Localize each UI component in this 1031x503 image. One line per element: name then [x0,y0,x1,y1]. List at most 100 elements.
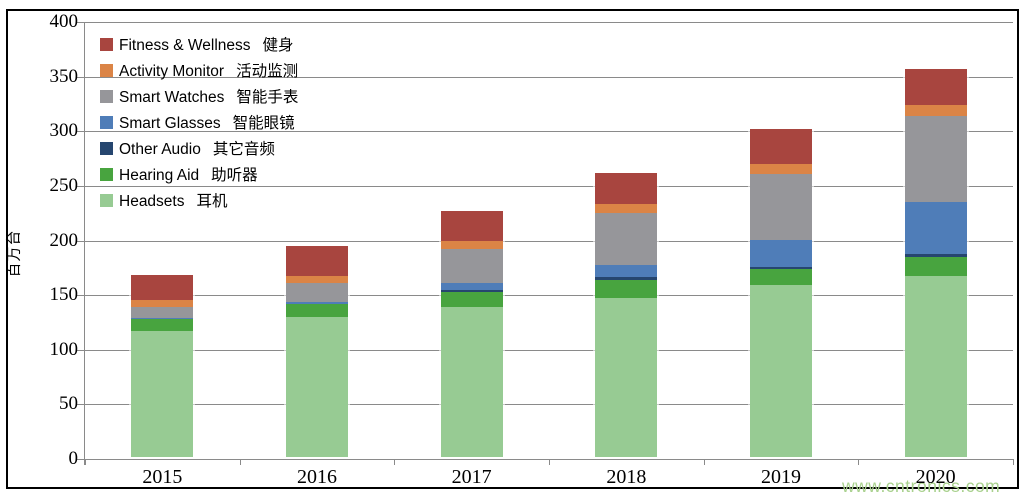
gridline-y-200 [85,240,1013,242]
gridline-y-150 [85,295,1013,297]
legend-swatch-icon [100,37,113,51]
legend-label-en: Other Audio [119,141,201,158]
bar-segment-2017-other-audio [440,289,503,293]
bar-segment-2020-hearing-aid [904,257,967,276]
x-axis-tick [85,459,86,465]
legend-swatch-icon [100,193,113,207]
bar-segment-2016-fitness-wellness [286,246,348,276]
bar-segment-2018-headsets [595,297,658,457]
x-tick-label-2020: 2020 [915,466,956,488]
gridline-y-350 [85,76,1013,78]
legend-label: Smart Glasses 智能眼镜 [119,111,295,133]
y-tick-label-300: 300 [49,120,79,142]
legend-label-en: Smart Glasses [119,115,221,132]
bar-segment-2019-fitness-wellness [750,129,812,165]
legend-label-zh: 健身 [262,37,294,54]
bar-segment-2015-hearing-aid [131,319,194,332]
bar-segment-2016-activity-monitor [286,275,348,284]
legend-swatch-icon [100,141,113,155]
legend-label-en: Fitness & Wellness [119,37,251,54]
x-axis-tick [1013,459,1014,465]
y-tick-label-250: 250 [49,174,79,196]
x-axis-labels-layer: 2015 2016 2017 2018 2019 2020 [85,0,1013,503]
bar-segment-2016-hearing-aid [286,304,348,318]
legend-item-headsets: Headsets 耳机 [100,187,298,213]
y-tick-label-0: 0 [68,448,79,469]
y-axis-tick [77,404,84,406]
bar-segment-2019-smart-watches [750,174,812,240]
bar-segment-2020-activity-monitor [904,105,967,117]
legend-item-hearing-aid: Hearing Aid 助听器 [100,161,298,187]
bar-segment-2015-fitness-wellness [131,274,194,300]
x-tick-label-2018: 2018 [606,466,647,488]
bar-segment-2016-smart-glasses [286,301,348,305]
legend-label-zh: 智能手表 [236,89,299,106]
gridline-y-300 [85,131,1013,133]
legend-label-zh: 活动监测 [236,63,299,80]
legend-swatch-icon [100,167,113,181]
bar-segment-2017-headsets [440,307,503,457]
gridline-y-250 [85,185,1013,187]
stacked-bar-2018 [593,171,660,459]
legend-label: Smart Watches 智能手表 [119,85,298,107]
legend-item-smart-watches: Smart Watches 智能手表 [100,83,298,109]
legend-label-zh: 耳机 [196,193,228,210]
gridline-y-400 [85,22,1013,23]
legend-item-activity-monitor: Activity Monitor 活动监测 [100,57,298,83]
bar-segment-2020-fitness-wellness [904,69,967,106]
x-tick-label-2017: 2017 [451,466,492,488]
legend-label: Fitness & Wellness 健身 [119,33,294,55]
bar-segment-2020-smart-watches [904,116,967,203]
legend-label-zh: 智能眼镜 [232,115,295,132]
x-axis-tick [703,459,705,465]
bar-segment-2015-activity-monitor [131,299,194,308]
bar-segment-2017-smart-glasses [440,283,503,290]
legend-label-en: Hearing Aid [119,167,200,184]
legend-label: Headsets 耳机 [119,189,228,211]
y-tick-label-350: 350 [49,65,79,87]
stacked-bar-2015 [129,272,196,459]
bar-segment-2018-fitness-wellness [595,173,658,204]
legend-item-fitness-wellness: Fitness & Wellness 健身 [100,31,298,57]
bar-segment-2017-smart-watches [440,249,503,284]
stacked-bar-2020 [902,67,969,459]
x-axis-tick [394,459,396,465]
x-tick-label-2016: 2016 [296,466,337,488]
bar-segment-2019-hearing-aid [750,269,812,286]
y-axis-tick [77,22,84,23]
x-tick-label-2019: 2019 [760,466,801,488]
legend-label-en: Activity Monitor [119,63,225,80]
stacked-bar-2017 [438,209,505,459]
x-tick-label-2015: 2015 [142,466,183,488]
legend-label: Activity Monitor 活动监测 [119,59,298,81]
bar-segment-2015-smart-glasses [131,318,194,320]
plot-area [77,22,1014,465]
y-tick-label-200: 200 [49,229,79,251]
bar-segment-2017-activity-monitor [440,240,503,250]
y-axis-tick [77,349,84,351]
y-axis-tick [77,240,84,242]
bar-segment-2020-headsets [904,275,967,457]
y-tick-label-100: 100 [49,338,79,360]
bar-segment-2019-smart-glasses [750,239,812,267]
bar-segment-2017-hearing-aid [440,292,503,308]
bar-segment-2015-headsets [131,331,194,457]
legend-label-en: Smart Watches [119,89,225,106]
y-axis-tick [77,185,84,187]
legend-item-other-audio: Other Audio 其它音频 [100,135,298,161]
legend-item-smart-glasses: Smart Glasses 智能眼镜 [100,109,298,135]
legend-swatch-icon [100,115,113,129]
y-axis-tick [77,76,84,78]
gridline-y-50 [85,404,1013,406]
bar-segment-2016-smart-watches [286,283,348,302]
x-axis-tick [549,459,550,465]
y-axis-tick [77,131,84,133]
y-axis-line [84,22,85,465]
stacked-bar-2016 [284,244,350,459]
stacked-bar-2019 [748,127,814,459]
legend-label: Hearing Aid 助听器 [119,163,258,185]
legend-label: Other Audio 其它音频 [119,137,275,159]
chart-outer-frame [6,9,1019,489]
legend-label-zh: 助听器 [211,167,258,184]
gridline-y-100 [85,349,1013,351]
